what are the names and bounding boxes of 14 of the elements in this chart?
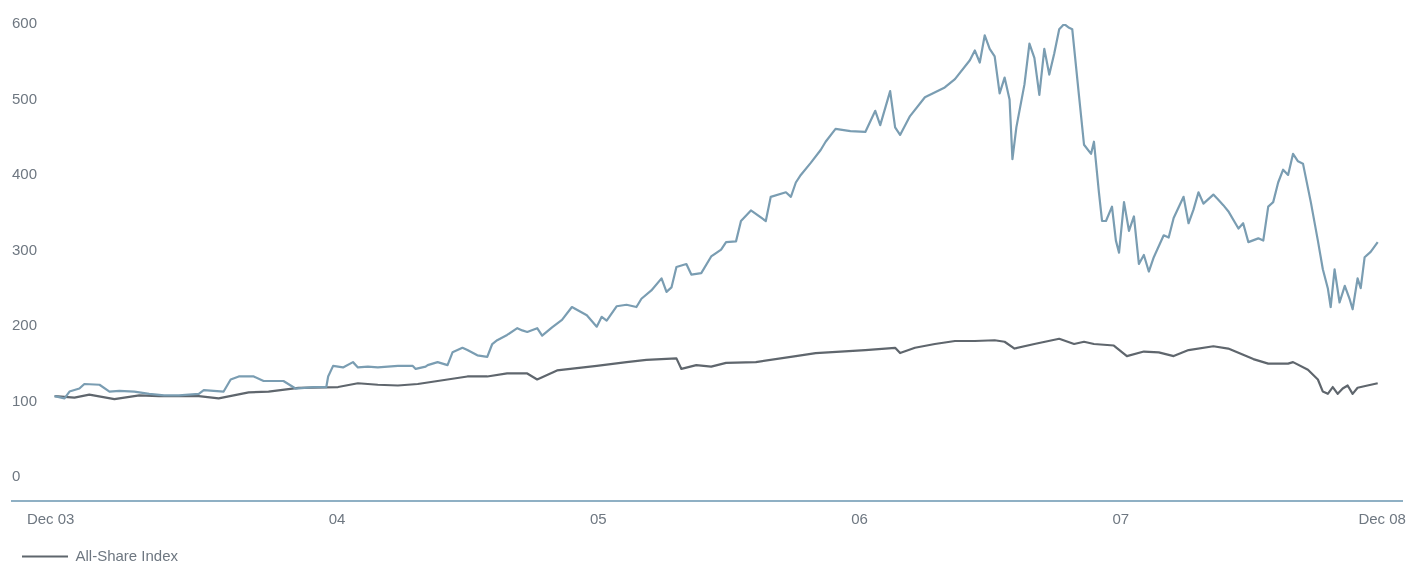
x-tick-label: Dec 08 — [1358, 510, 1406, 528]
y-tick-label: 100 — [12, 391, 38, 409]
x-tick-label: 04 — [328, 510, 346, 528]
x-tick-label: 07 — [1112, 510, 1130, 528]
y-tick-label: 0 — [12, 466, 21, 484]
legend-label: All-Share Index — [75, 546, 179, 564]
y-tick-label: 300 — [12, 240, 38, 258]
x-tick-label: Dec 03 — [26, 510, 75, 528]
y-tick-label: 600 — [12, 14, 38, 32]
y-tick-label: 200 — [12, 316, 38, 334]
y-tick-label: 400 — [12, 165, 38, 183]
x-tick-label: 05 — [589, 510, 607, 528]
y-tick-label: 500 — [12, 89, 38, 107]
x-tick-label: 06 — [851, 510, 868, 528]
